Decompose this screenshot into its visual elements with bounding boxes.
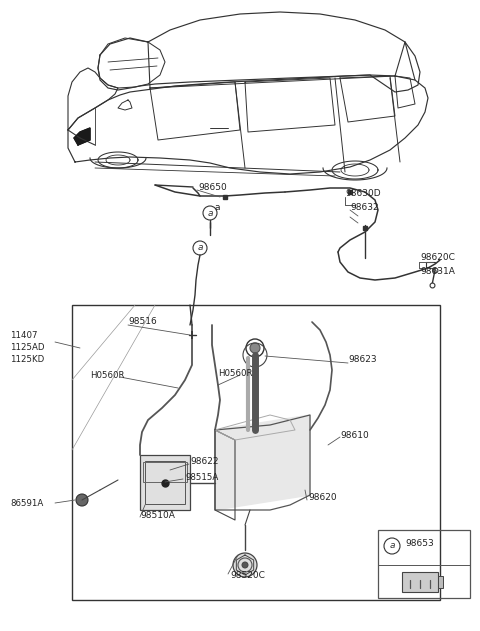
- Text: 98622: 98622: [190, 457, 218, 466]
- Bar: [72, 305, 440, 600]
- Text: 98620C: 98620C: [420, 254, 455, 262]
- Text: 86591A: 86591A: [10, 498, 43, 507]
- Circle shape: [233, 553, 257, 577]
- Bar: [143, 462, 187, 482]
- Bar: [145, 461, 185, 504]
- Text: 98520C: 98520C: [230, 572, 265, 581]
- Text: a: a: [197, 244, 203, 252]
- Bar: [402, 572, 438, 592]
- Text: 11407: 11407: [10, 331, 37, 341]
- Text: 98653: 98653: [405, 540, 434, 548]
- Circle shape: [76, 494, 88, 506]
- Text: 98623: 98623: [348, 355, 377, 365]
- Text: 98515A: 98515A: [185, 473, 218, 481]
- Text: 98631A: 98631A: [420, 268, 455, 276]
- Text: 98620: 98620: [308, 493, 336, 502]
- Text: 98510A: 98510A: [140, 510, 175, 519]
- Text: H0560R: H0560R: [218, 369, 252, 377]
- Text: 1125KD: 1125KD: [10, 355, 44, 365]
- Text: 98650: 98650: [198, 184, 227, 192]
- Text: 98610: 98610: [340, 430, 369, 440]
- Polygon shape: [74, 128, 90, 145]
- Text: 98632: 98632: [350, 204, 379, 213]
- Text: a: a: [207, 208, 213, 218]
- Text: H0560R: H0560R: [90, 370, 124, 379]
- Circle shape: [250, 343, 260, 353]
- Text: 98516: 98516: [128, 317, 157, 326]
- Bar: [438, 576, 443, 588]
- Text: 1125AD: 1125AD: [10, 343, 45, 353]
- Text: a: a: [214, 203, 220, 211]
- Text: 98630D: 98630D: [345, 189, 381, 199]
- Bar: [140, 455, 190, 510]
- Text: a: a: [389, 541, 395, 550]
- Polygon shape: [215, 415, 310, 510]
- Bar: [378, 530, 470, 598]
- Circle shape: [242, 562, 248, 568]
